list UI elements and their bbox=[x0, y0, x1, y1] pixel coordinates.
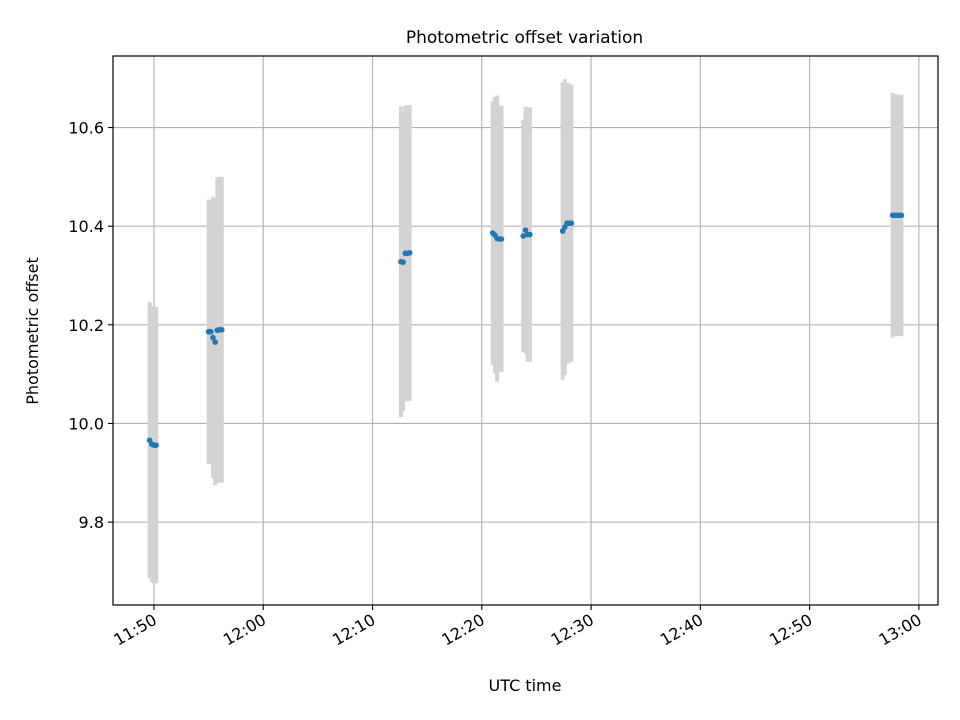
y-tick-label: 9.8 bbox=[79, 513, 104, 532]
data-point bbox=[218, 326, 225, 333]
data-points bbox=[146, 212, 905, 448]
data-point bbox=[207, 328, 214, 335]
data-point bbox=[498, 236, 505, 242]
data-point bbox=[153, 442, 159, 448]
plot-frame bbox=[112, 55, 939, 606]
x-gridlines bbox=[153, 56, 920, 605]
data-point bbox=[212, 339, 218, 345]
y-axis-label: Photometric offset bbox=[23, 257, 42, 405]
y-tick-label: 10.0 bbox=[68, 414, 104, 433]
data-point bbox=[406, 250, 413, 256]
data-point bbox=[568, 220, 575, 227]
data-point bbox=[520, 233, 527, 239]
data-point bbox=[527, 231, 533, 238]
y-tick-label: 10.4 bbox=[68, 217, 104, 236]
data-point bbox=[522, 227, 529, 233]
y-tick-label: 10.2 bbox=[68, 316, 104, 335]
x-axis-label: UTC time bbox=[489, 676, 562, 695]
data-point bbox=[400, 259, 406, 265]
chart-title: Photometric offset variation bbox=[406, 28, 643, 48]
data-point bbox=[898, 212, 905, 219]
y-axis-ticks: 9.8 10.0 10.2 10.4 10.6 bbox=[68, 119, 113, 532]
y-tick-label: 10.6 bbox=[68, 119, 104, 138]
data-point bbox=[210, 334, 216, 341]
